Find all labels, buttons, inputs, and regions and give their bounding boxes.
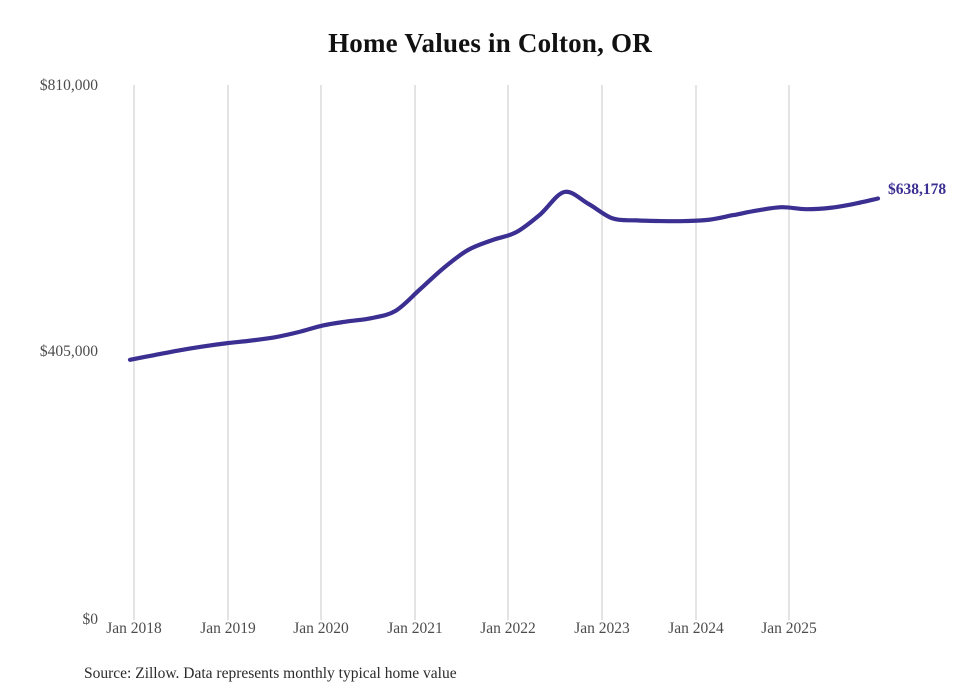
y-axis: $810,000 $405,000 $0 xyxy=(0,0,98,699)
x-tick-label-jan-2023: Jan 2023 xyxy=(574,620,630,637)
y-tick-label-top: $810,000 xyxy=(39,77,98,94)
gridlines xyxy=(133,85,790,620)
x-tick-label-jan-2024: Jan 2024 xyxy=(668,620,724,637)
data-line-typical-home-value xyxy=(127,189,881,362)
x-tick-label-jan-2020: Jan 2020 xyxy=(293,620,349,637)
y-tick-label-mid: $405,000 xyxy=(39,343,98,360)
source-note: Source: Zillow. Data represents monthly … xyxy=(84,665,457,682)
page-title: Home Values in Colton, OR xyxy=(328,28,652,58)
x-tick-label-jan-2025: Jan 2025 xyxy=(761,620,817,637)
x-tick-label-jan-2019: Jan 2019 xyxy=(200,620,256,637)
x-tick-label-jan-2018: Jan 2018 xyxy=(106,620,162,637)
x-tick-label-jan-2021: Jan 2021 xyxy=(387,620,443,637)
end-value-annotation: $638,178 xyxy=(888,181,947,199)
y-tick-label-bottom: $0 xyxy=(82,611,99,628)
x-tick-label-jan-2022: Jan 2022 xyxy=(480,620,536,637)
